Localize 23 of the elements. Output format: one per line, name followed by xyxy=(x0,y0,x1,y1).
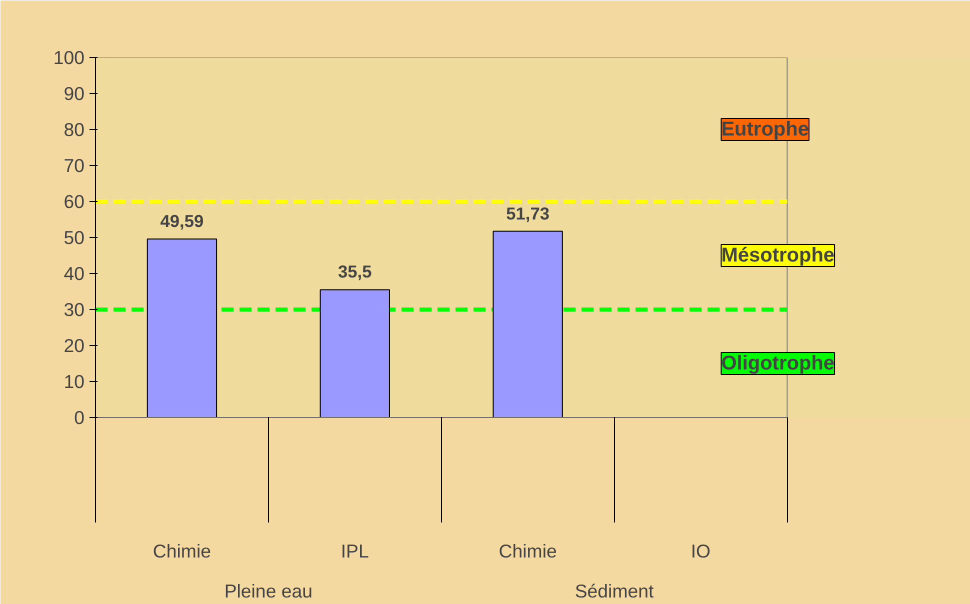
y-tick-label: 40 xyxy=(64,263,85,284)
y-tick-label: 10 xyxy=(64,371,85,392)
y-tick-label: 0 xyxy=(74,407,85,428)
y-tick-label: 20 xyxy=(64,335,85,356)
y-tick-label: 50 xyxy=(64,227,85,248)
text: Pleine eau xyxy=(224,580,313,602)
y-tick-label: 60 xyxy=(64,191,85,212)
x-tick-label: Chimie xyxy=(498,540,557,562)
y-tick-label: 70 xyxy=(64,155,85,176)
text: Sédiment xyxy=(574,580,654,602)
data-label: 35,5 xyxy=(338,262,372,282)
y-tick-label: 30 xyxy=(64,299,85,320)
data-label: 49,59 xyxy=(160,210,204,231)
y-tick-label: 90 xyxy=(64,83,85,104)
y-tick-label: 100 xyxy=(53,47,85,68)
y-tick-label: 80 xyxy=(64,119,85,140)
data-label: 51,73 xyxy=(506,203,550,224)
annotation: Mésotrophe xyxy=(721,244,835,266)
annotation: Oligotrophe xyxy=(721,352,835,374)
annotation: Eutrophe xyxy=(721,118,809,140)
x-tick-label: IPL xyxy=(340,540,369,562)
x-tick-label: IO xyxy=(690,540,711,562)
x-tick-label: Chimie xyxy=(152,540,211,562)
